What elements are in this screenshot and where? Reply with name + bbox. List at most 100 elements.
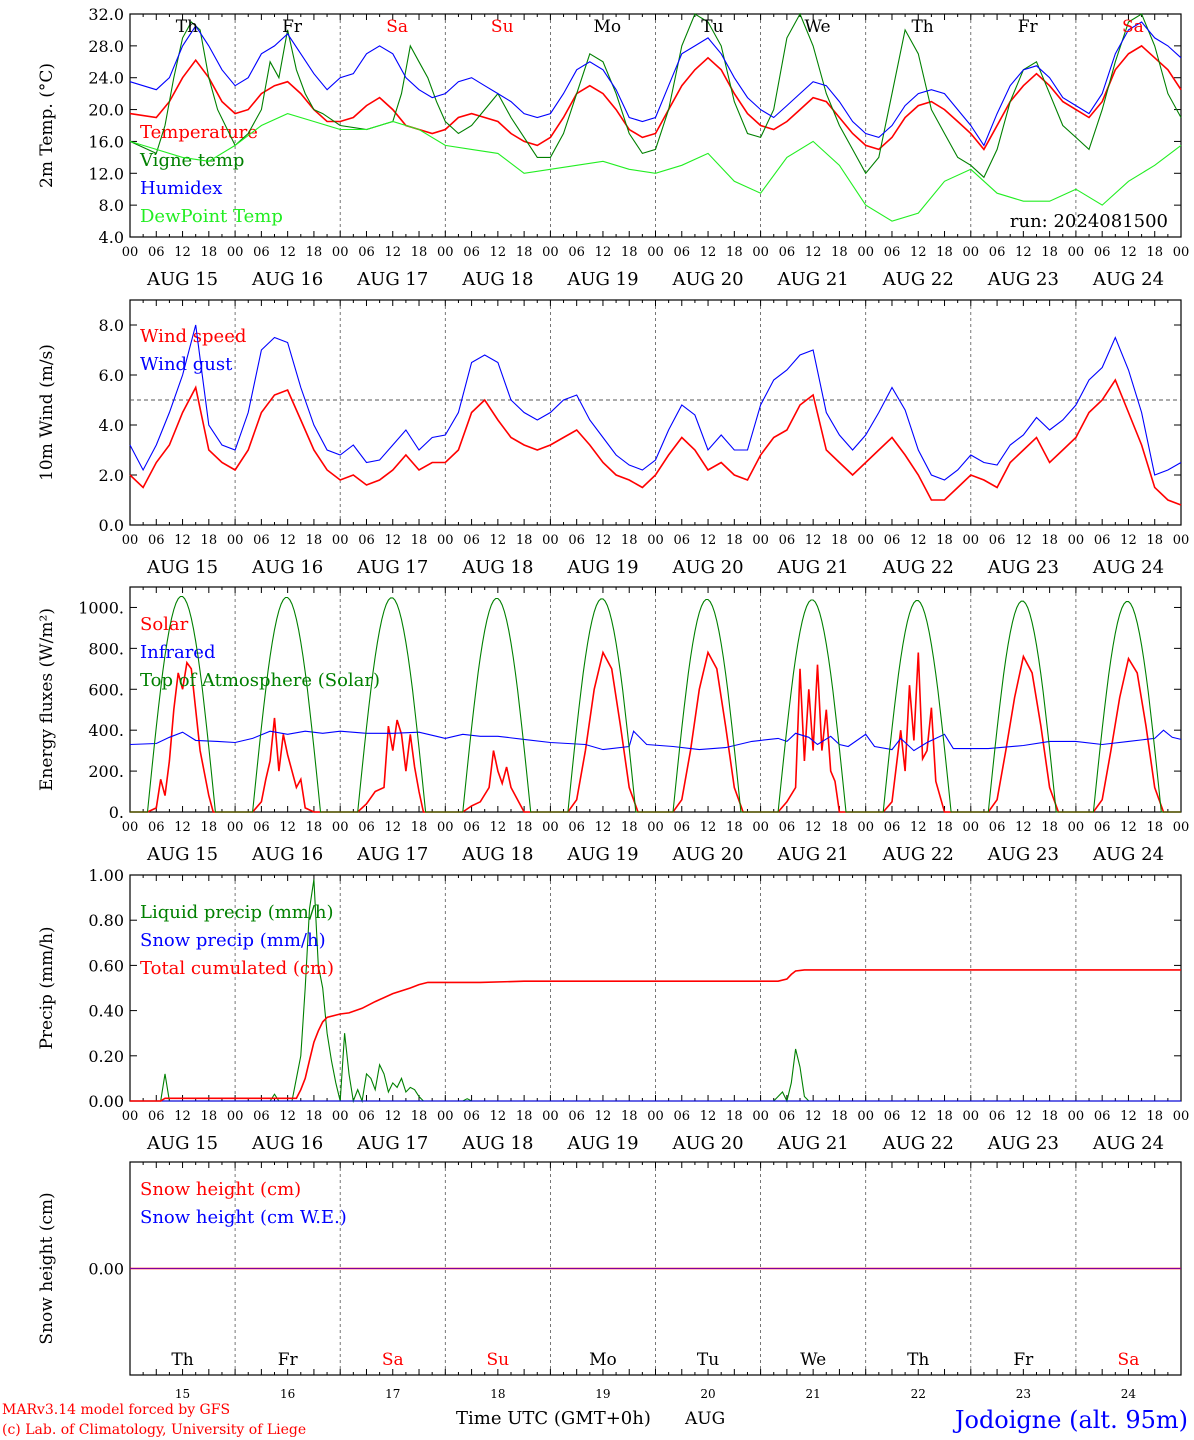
hour-label: 00 — [332, 820, 349, 835]
hour-label: 12 — [1120, 533, 1137, 548]
hour-label: 00 — [1068, 820, 1085, 835]
hour-label: 12 — [700, 533, 717, 548]
date-label: AUG 22 — [882, 269, 954, 290]
day-name: Th — [907, 1350, 929, 1370]
day-name: Tu — [701, 17, 723, 37]
hour-label: 00 — [542, 1109, 559, 1124]
date-label: AUG 18 — [461, 844, 533, 865]
hour-label: 12 — [384, 1109, 401, 1124]
day-name: Sa — [386, 17, 408, 37]
hour-label: 18 — [306, 820, 323, 835]
day-name: Su — [491, 17, 514, 37]
y-tick-label: 2.0 — [99, 466, 124, 485]
day-name: Th — [176, 17, 198, 37]
y-tick-label: 4.0 — [99, 228, 124, 247]
date-label: AUG 24 — [1092, 269, 1164, 290]
hour-label: 18 — [516, 533, 533, 548]
legend-entry: Solar — [140, 614, 189, 635]
hour-label: 06 — [779, 820, 796, 835]
date-label: AUG 15 — [146, 1133, 218, 1154]
hour-label: 06 — [463, 533, 480, 548]
hour-label: 18 — [201, 820, 218, 835]
hour-label: 12 — [1015, 1109, 1032, 1124]
date-label: AUG 19 — [566, 269, 638, 290]
hour-label: 00 — [1068, 1109, 1085, 1124]
panel-frame — [129, 13, 1182, 238]
date-label: AUG 20 — [671, 844, 743, 865]
day-name: Mo — [594, 17, 622, 37]
hour-label: 18 — [1041, 1109, 1058, 1124]
hour-label: 18 — [1146, 820, 1163, 835]
hour-label: 00 — [122, 245, 139, 260]
hour-label: 12 — [1120, 820, 1137, 835]
hour-label: 00 — [1173, 820, 1190, 835]
hour-label: 12 — [595, 245, 612, 260]
hour-label: 12 — [279, 820, 296, 835]
date-label: AUG 22 — [882, 557, 954, 578]
y-tick-label: 16.0 — [88, 132, 124, 151]
day-name: Tu — [697, 1350, 719, 1370]
y-tick-label: 200. — [88, 762, 124, 781]
date-label: AUG 23 — [987, 844, 1059, 865]
hour-label: 00 — [857, 533, 874, 548]
date-label: AUG 18 — [461, 557, 533, 578]
hour-label: 18 — [936, 533, 953, 548]
credit-line: (c) Lab. of Climatology, University of L… — [2, 1422, 306, 1438]
hour-label: 06 — [253, 1109, 270, 1124]
hour-label: 18 — [621, 1109, 638, 1124]
hour-label: 12 — [805, 533, 822, 548]
hour-label: 06 — [989, 820, 1006, 835]
day-name: Sa — [1118, 1350, 1140, 1370]
date-label: AUG 22 — [882, 1133, 954, 1154]
hour-label: 18 — [306, 245, 323, 260]
hour-label: 06 — [253, 245, 270, 260]
hour-label: 06 — [989, 533, 1006, 548]
y-tick-label: 0.40 — [88, 1002, 124, 1021]
date-label: AUG 16 — [251, 844, 323, 865]
y-tick-label: 600. — [88, 680, 124, 699]
hour-label: 06 — [989, 245, 1006, 260]
hour-label: 06 — [779, 533, 796, 548]
date-label: AUG 23 — [987, 1133, 1059, 1154]
y-axis-label: Precip (mm/h) — [37, 926, 57, 1049]
date-label: AUG 21 — [777, 1133, 849, 1154]
legend-entry: Top of Atmosphere (Solar) — [140, 670, 380, 691]
day-name: Fr — [1013, 1350, 1034, 1370]
hour-label: 00 — [332, 533, 349, 548]
hour-label: 12 — [595, 820, 612, 835]
legend-entry: Temperature — [140, 122, 258, 143]
hour-label: 00 — [122, 820, 139, 835]
hour-label: 06 — [358, 820, 375, 835]
series-line — [129, 324, 1182, 481]
hour-label: 18 — [411, 1109, 428, 1124]
hour-label: 00 — [437, 533, 454, 548]
hour-label: 06 — [989, 1109, 1006, 1124]
date-label: AUG 20 — [671, 1133, 743, 1154]
day-number: 21 — [806, 1387, 821, 1401]
hour-label: 18 — [831, 1109, 848, 1124]
hour-label: 12 — [700, 1109, 717, 1124]
date-label: AUG 24 — [1092, 557, 1164, 578]
hour-label: 06 — [463, 1109, 480, 1124]
series-line — [129, 12, 1182, 179]
hour-label: 12 — [490, 533, 507, 548]
hour-label: 18 — [516, 245, 533, 260]
hour-label: 18 — [306, 533, 323, 548]
y-tick-label: 12.0 — [88, 164, 124, 183]
hour-label: 06 — [463, 820, 480, 835]
hour-label: 18 — [306, 1109, 323, 1124]
date-label: AUG 20 — [671, 269, 743, 290]
legend-entry: Total cumulated (cm) — [140, 958, 334, 979]
hour-label: 00 — [122, 1109, 139, 1124]
y-axis-label: Energy fluxes (W/m²) — [37, 608, 57, 791]
day-number: 23 — [1016, 1387, 1031, 1401]
hour-label: 18 — [201, 245, 218, 260]
y-tick-label: 1.00 — [88, 866, 124, 885]
day-name: Sa — [1122, 17, 1144, 37]
date-label: AUG 22 — [882, 844, 954, 865]
day-name: Sa — [382, 1350, 404, 1370]
hour-label: 18 — [516, 1109, 533, 1124]
y-tick-label: 8.0 — [99, 316, 124, 335]
date-label: AUG 16 — [251, 557, 323, 578]
